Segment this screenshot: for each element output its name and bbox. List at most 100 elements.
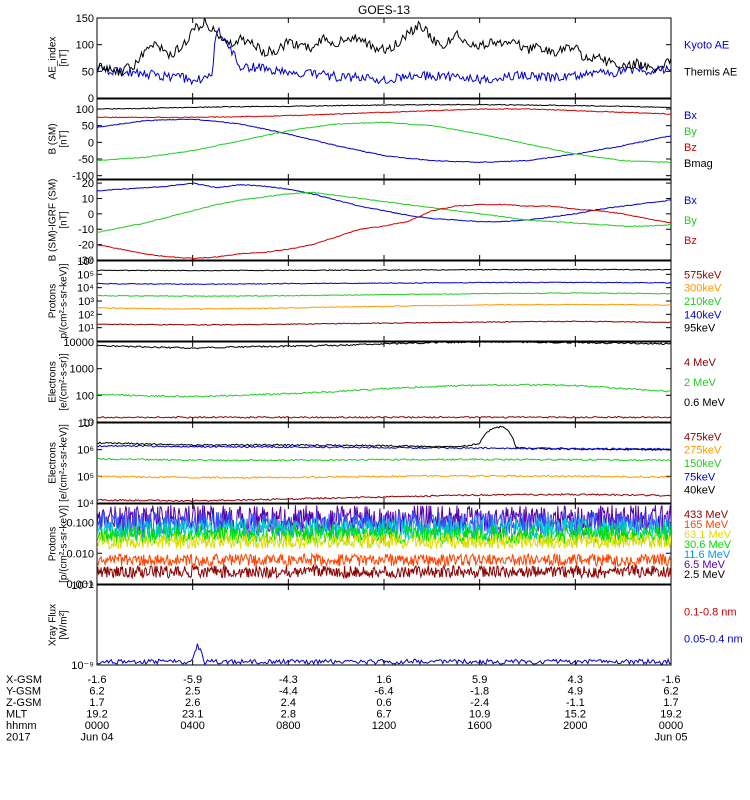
x-row-value: 1.7 bbox=[89, 697, 104, 709]
x-axis-labels: X-GSM -1.6 -5.9 -4.3 1.6 5.9 4.3 -1.6 Y-GSM 6.2 2.… bbox=[6, 674, 688, 744]
legend-label: Bz bbox=[684, 235, 697, 247]
y-axis-label: B (SM)[nT] bbox=[48, 123, 70, 154]
x-row-value: -1.6 bbox=[662, 674, 681, 686]
legend-label: 4 MeV bbox=[684, 357, 716, 369]
series-group bbox=[97, 182, 671, 260]
panel-frame bbox=[96, 179, 672, 261]
x-row-value: -1.1 bbox=[566, 697, 585, 709]
legend-label: 30.6 MeV bbox=[684, 539, 732, 551]
legend-label: 6.5 MeV bbox=[684, 559, 726, 571]
y-tick-label: 10⁶ bbox=[77, 256, 94, 268]
y-axis-label-line: AE_index bbox=[48, 37, 59, 80]
panel-frame bbox=[96, 584, 672, 666]
x-row-value: 2.8 bbox=[281, 709, 296, 721]
series-line-6-5-mev bbox=[97, 552, 671, 568]
x-row-value: 1600 bbox=[467, 720, 491, 732]
series-line-300kev bbox=[97, 281, 671, 286]
x-row-value: -1.6 bbox=[88, 674, 107, 686]
x-row-value: 5.9 bbox=[472, 674, 487, 686]
series-line-140kev bbox=[97, 303, 671, 310]
y-axis-label-line: [nT] bbox=[59, 211, 70, 228]
y-tick-label: 0 bbox=[88, 137, 94, 149]
series-line-bmag bbox=[97, 103, 671, 110]
x-row-value: 10.9 bbox=[469, 709, 490, 721]
x-row-value: 0.6 bbox=[376, 697, 391, 709]
y-axis-label-line: Protons bbox=[48, 284, 59, 318]
series-line-0-6-mev bbox=[97, 342, 671, 350]
legend-label: 40keV bbox=[684, 485, 716, 497]
series-line-40kev bbox=[97, 425, 671, 451]
panel-frame bbox=[96, 422, 672, 504]
panel-6: 10⁴ 10⁵ 10⁶ 10⁷ Electrons[e/(cm²-s-sr-keV)] 4… bbox=[48, 418, 722, 510]
x-row-value: 2.4 bbox=[281, 697, 296, 709]
x-row-value: 1.6 bbox=[376, 674, 391, 686]
x-row-value: 1.7 bbox=[663, 697, 678, 709]
x-row-value: -1.8 bbox=[470, 686, 489, 698]
y-axis-label-line: [W/m²] bbox=[59, 610, 70, 640]
series-line-4-mev bbox=[97, 415, 671, 419]
y-axis-label-line: [e/(cm²-s-sr)] bbox=[59, 353, 70, 410]
series-group bbox=[97, 425, 671, 503]
x-row-value: -5.9 bbox=[183, 674, 202, 686]
series-line-75kev bbox=[97, 444, 671, 451]
x-row-value: 0000 bbox=[659, 720, 683, 732]
x-row-label: Y-GSM bbox=[6, 686, 41, 698]
y-tick-label: 10⁴ bbox=[77, 498, 94, 510]
panel-1: 0 50 100 150 AE_index[nT] Kyoto AE Themis AE bbox=[48, 13, 738, 105]
series-line-575kev bbox=[97, 268, 671, 272]
y-tick-label: 0 bbox=[88, 209, 94, 221]
x-row-value: 15.2 bbox=[565, 709, 586, 721]
y-tick-label: 10⁴ bbox=[77, 283, 94, 295]
series-line-2-5-mev bbox=[97, 563, 671, 580]
panel-5: 10 100 1000 10000 Electrons[e/(cm²-s-sr)] 4 M… bbox=[48, 337, 726, 429]
series-line-0-05-0-4-nm bbox=[97, 643, 671, 665]
series-line-210kev bbox=[97, 292, 671, 298]
x-row-label: MLT bbox=[6, 709, 27, 721]
y-axis-label-line: p/(cm²-s-sr-keV)] bbox=[59, 263, 70, 338]
y-tick-label: -20 bbox=[78, 240, 94, 252]
x-row-value: 2.5 bbox=[185, 686, 200, 698]
y-axis-label-line: [p/(cm²-s-sr-keV)] bbox=[59, 505, 70, 583]
panel-frame bbox=[96, 260, 672, 342]
legend-label: 0.05-0.4 nm bbox=[684, 633, 743, 645]
series-group bbox=[97, 342, 671, 419]
y-tick-label: 10 bbox=[82, 417, 94, 429]
x-row-value: Jun 04 bbox=[80, 732, 113, 744]
legend-label: 0.6 MeV bbox=[684, 397, 726, 409]
legend-label: Themis AE bbox=[684, 66, 737, 78]
legend-label: 433 MeV bbox=[684, 509, 729, 521]
y-axis-label-line: B (SM) bbox=[48, 123, 59, 154]
y-tick-label: 10000 bbox=[63, 337, 94, 349]
y-tick-label: 0.001 bbox=[66, 579, 94, 591]
y-tick-label: 50 bbox=[82, 66, 94, 78]
legend-label: 63.1 MeV bbox=[684, 529, 732, 541]
y-axis-label-line: [nT] bbox=[59, 130, 70, 147]
y-tick-label: 10⁻⁸ bbox=[71, 580, 94, 592]
y-tick-label: 100 bbox=[76, 40, 94, 52]
series-line-2-mev bbox=[97, 383, 671, 398]
y-tick-label: 1000 bbox=[70, 364, 94, 376]
x-row-value: Jun 05 bbox=[654, 732, 687, 744]
legend-label: By bbox=[684, 215, 697, 227]
y-tick-label: 10¹ bbox=[78, 323, 94, 335]
series-line-275kev bbox=[97, 474, 671, 480]
series-line-95kev bbox=[97, 320, 671, 326]
x-row-value: 2000 bbox=[563, 720, 587, 732]
x-row-value: 1200 bbox=[372, 720, 396, 732]
legend-label: Bz bbox=[684, 142, 697, 154]
x-row-label: X-GSM bbox=[6, 674, 42, 686]
y-tick-label: 10⁵ bbox=[77, 471, 94, 483]
series-line-bx bbox=[97, 182, 671, 223]
series-group bbox=[97, 103, 671, 164]
x-row-value: 6.2 bbox=[663, 686, 678, 698]
legend-label: Bx bbox=[684, 110, 697, 122]
y-axis-label-line: Xray Flux bbox=[48, 604, 59, 646]
chart-title: GOES-13 bbox=[358, 3, 410, 17]
legend-label: By bbox=[684, 126, 697, 138]
legend-label: 575keV bbox=[684, 269, 722, 281]
legend-label: 210keV bbox=[684, 296, 722, 308]
panel-3: -30 -20 -10 0 10 20 B (SM)-IGRF (SM)[nT] Bx By Bz bbox=[48, 178, 698, 267]
y-axis-label-line: Electrons bbox=[48, 442, 59, 484]
